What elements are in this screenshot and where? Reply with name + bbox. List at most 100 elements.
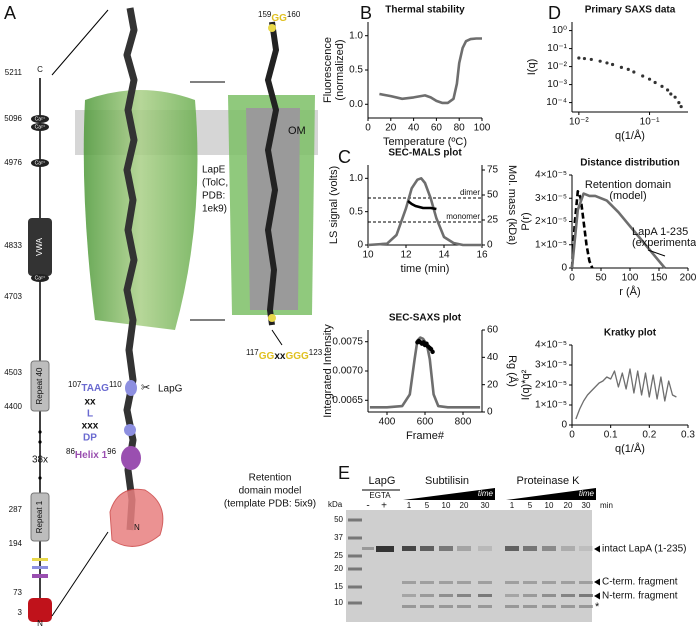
time-point: 20 xyxy=(460,501,469,510)
band xyxy=(439,605,453,608)
y-tick-label: 0.0070 xyxy=(332,366,363,377)
residue-number: 4400 xyxy=(4,402,22,411)
calcium-site xyxy=(31,115,49,123)
y2-tick-label: 60 xyxy=(487,325,499,336)
protease-header: LapG xyxy=(369,475,396,487)
data-point xyxy=(632,70,636,74)
repeat-label: Repeat 40 xyxy=(35,367,44,404)
superscript: 110 xyxy=(109,380,122,389)
x-tick-label: 100 xyxy=(622,273,639,284)
x-tick-label: 60 xyxy=(431,123,443,134)
motif-seq: GG xyxy=(259,351,275,362)
y2-tick-label: 75 xyxy=(487,165,499,176)
arrowhead xyxy=(594,578,600,586)
gg-site xyxy=(268,314,276,322)
chart-title: Kratky plot xyxy=(604,328,657,339)
y-axis-label: Integrated Intensity xyxy=(322,324,334,418)
x-tick-label: 0 xyxy=(569,273,575,284)
band xyxy=(478,605,492,608)
superscript: 117 xyxy=(246,348,259,357)
band-label: N-term. fragment xyxy=(602,591,678,602)
minus: - xyxy=(366,501,369,512)
y2-tick-label: 40 xyxy=(487,352,499,363)
repeat-label: Repeat 1 xyxy=(35,500,44,533)
y-tick-label: 1×10⁻⁵ xyxy=(535,400,567,411)
y-tick-label: 1.0 xyxy=(349,173,363,184)
y2-axis-label: Mol. mass (kDa) xyxy=(506,165,518,245)
x-axis-label: Frame# xyxy=(406,430,445,442)
leader xyxy=(271,329,283,346)
y-tick-label: 0.0075 xyxy=(332,336,363,347)
x-tick-label: 150 xyxy=(651,273,668,284)
x-tick-label: 10⁻² xyxy=(569,117,589,128)
band xyxy=(542,581,556,584)
x-axis-label: q(1/Å) xyxy=(615,442,645,455)
data-point xyxy=(598,59,602,63)
lapa-chain xyxy=(123,7,138,531)
data-line xyxy=(570,190,594,269)
x-tick-label: 400 xyxy=(379,417,396,428)
y-tick-label: 2×10⁻⁵ xyxy=(535,380,567,391)
band xyxy=(402,594,416,597)
data-point xyxy=(647,77,652,81)
x-tick-label: 40 xyxy=(408,123,420,134)
data-point xyxy=(589,57,593,62)
calcium-label: Ca²⁺ xyxy=(35,160,46,166)
panel-letter: D xyxy=(548,3,561,23)
calcium-site xyxy=(31,274,49,282)
retention-domain xyxy=(109,488,164,547)
superscript: 123 xyxy=(309,348,323,357)
gel xyxy=(346,510,592,622)
y-tick-label: 0 xyxy=(561,420,567,431)
motif-band xyxy=(32,566,48,569)
x-tick-label: 12 xyxy=(400,250,412,261)
y-tick-label: 3×10⁻⁵ xyxy=(535,193,567,204)
superscript: 160 xyxy=(287,10,301,19)
ladder-label: 15 xyxy=(334,582,343,591)
band xyxy=(420,594,434,597)
y-tick-label: 4×10⁻⁵ xyxy=(535,170,567,181)
band xyxy=(561,605,575,608)
band xyxy=(457,594,471,597)
panel-letter: E xyxy=(338,463,350,483)
series-label: (model) xyxy=(609,190,646,202)
band xyxy=(457,546,471,551)
data-line xyxy=(407,199,437,211)
cleavage-label: 107TAAG110 xyxy=(68,380,122,394)
chart-title: SEC-SAXS plot xyxy=(389,313,462,324)
band xyxy=(523,594,537,597)
x-tick-label: 0.3 xyxy=(681,430,695,441)
y-tick-label: 3×10⁻⁵ xyxy=(535,360,567,371)
y-tick-label: 1.0 xyxy=(349,30,363,41)
x-tick-label: 10 xyxy=(362,250,374,261)
time-point: 5 xyxy=(528,501,533,510)
band xyxy=(523,546,537,551)
x-tick-label: 10⁻¹ xyxy=(640,117,660,128)
band xyxy=(478,594,492,597)
panel-letter: B xyxy=(360,3,372,23)
ladder-label: 20 xyxy=(334,564,343,573)
band xyxy=(523,605,537,608)
time-point: 1 xyxy=(510,501,515,510)
band xyxy=(542,546,556,551)
chart-title: SEC-MALS plot xyxy=(388,148,462,159)
helix-label: 86Helix 196 xyxy=(66,447,117,461)
data-line xyxy=(575,368,677,420)
y-axis-label: I(q) xyxy=(526,59,538,76)
motif-band xyxy=(32,558,48,561)
superscript: 159 xyxy=(258,10,272,19)
lapa-chain-section xyxy=(264,21,280,326)
time-unit: min xyxy=(600,501,613,510)
x-tick-label: 0 xyxy=(365,123,371,134)
band xyxy=(402,605,416,608)
linker: xxx xyxy=(82,421,99,432)
repeat-box xyxy=(30,492,50,542)
band xyxy=(579,581,593,584)
protease-label: LapG xyxy=(158,384,183,395)
data-point xyxy=(605,61,609,65)
repeat-count: 38x xyxy=(32,455,48,466)
x-tick-label: 20 xyxy=(385,123,397,134)
y-axis-label: LS signal (volts) xyxy=(328,166,340,244)
y-tick-label: 10⁰ xyxy=(552,25,567,36)
y2-axis-label: Rg (Å) xyxy=(506,355,519,387)
